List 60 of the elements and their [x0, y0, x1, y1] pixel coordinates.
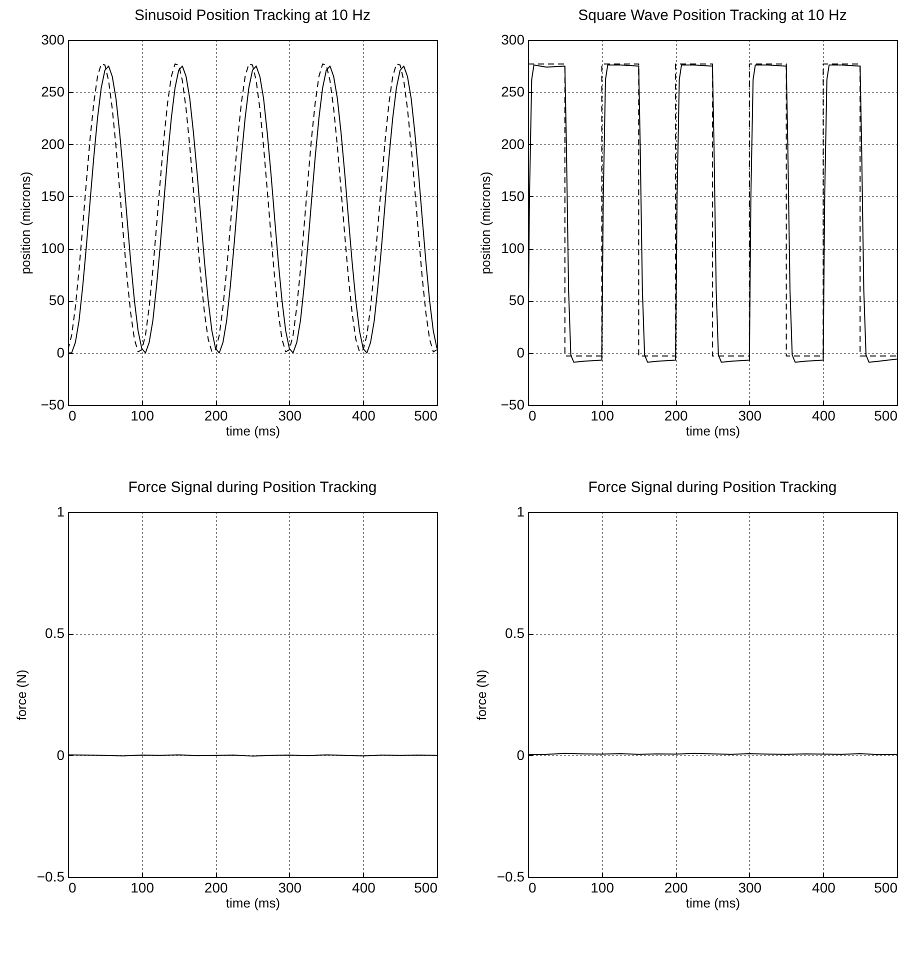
x-tick-label: 100: [130, 880, 154, 896]
x-tick-label: 200: [664, 408, 688, 424]
x-tick-label: 400: [352, 880, 376, 896]
chart-title: Sinusoid Position Tracking at 10 Hz: [134, 7, 370, 24]
y-tick-label: 250: [501, 84, 525, 100]
y-tick-label: 0: [56, 746, 65, 763]
x-tick-label: 500: [874, 880, 898, 896]
x-tick-label: 0: [528, 408, 536, 424]
y-tick-label: 200: [41, 136, 65, 152]
y-tick-label: 150: [41, 188, 65, 204]
x-tick-label: 300: [738, 408, 762, 424]
y-tick-label: 250: [41, 84, 65, 100]
y-tick-label: 300: [41, 32, 65, 48]
y-tick-label: 50: [508, 292, 525, 308]
y-tick-label: 100: [501, 240, 525, 256]
y-axis-title: force (N): [474, 670, 489, 720]
x-axis-title: time (ms): [686, 424, 740, 438]
x-tick-label: 0: [528, 880, 536, 896]
x-tick-label: 300: [738, 880, 762, 896]
x-tick-label: 200: [204, 408, 228, 424]
y-tick-label: −0.5: [36, 868, 65, 884]
y-axis-title: position (microns): [18, 172, 33, 274]
y-tick-label: 1: [56, 504, 65, 520]
y-tick-label: 50: [48, 292, 65, 308]
y-tick-label: −50: [500, 396, 525, 412]
y-tick-label: 1: [516, 504, 525, 520]
y-tick-label: 100: [41, 240, 65, 256]
y-tick-label: 300: [501, 32, 525, 48]
x-tick-label: 200: [664, 880, 688, 896]
y-tick-label: 0: [56, 344, 65, 360]
chart-title: Force Signal during Position Tracking: [128, 479, 377, 496]
x-tick-label: 500: [874, 408, 898, 424]
y-tick-label: −50: [40, 396, 65, 412]
x-tick-label: 400: [812, 408, 836, 424]
x-tick-label: 500: [414, 408, 438, 424]
y-tick-label: 0.5: [45, 625, 65, 642]
y-tick-label: 0.5: [505, 625, 525, 642]
y-tick-label: 0: [516, 344, 525, 360]
x-tick-label: 0: [68, 880, 76, 896]
x-axis-title: time (ms): [226, 896, 280, 910]
x-axis-title: time (ms): [226, 424, 280, 438]
x-tick-label: 500: [414, 880, 438, 896]
x-axis-title: time (ms): [686, 896, 740, 910]
x-tick-label: 100: [590, 880, 614, 896]
chart-title: Force Signal during Position Tracking: [588, 479, 837, 496]
y-axis-title: force (N): [14, 670, 29, 720]
x-tick-label: 100: [130, 408, 154, 424]
y-tick-label: −0.5: [496, 868, 525, 884]
x-tick-label: 300: [278, 408, 302, 424]
x-tick-label: 400: [352, 408, 376, 424]
x-tick-label: 0: [68, 408, 76, 424]
y-axis-title: position (microns): [478, 172, 493, 274]
chart-title: Square Wave Position Tracking at 10 Hz: [578, 7, 847, 24]
y-tick-label: 0: [516, 746, 525, 763]
x-tick-label: 100: [590, 408, 614, 424]
x-tick-label: 200: [204, 880, 228, 896]
y-tick-label: 150: [501, 188, 525, 204]
x-tick-label: 400: [812, 880, 836, 896]
x-tick-label: 300: [278, 880, 302, 896]
y-tick-label: 200: [501, 136, 525, 152]
